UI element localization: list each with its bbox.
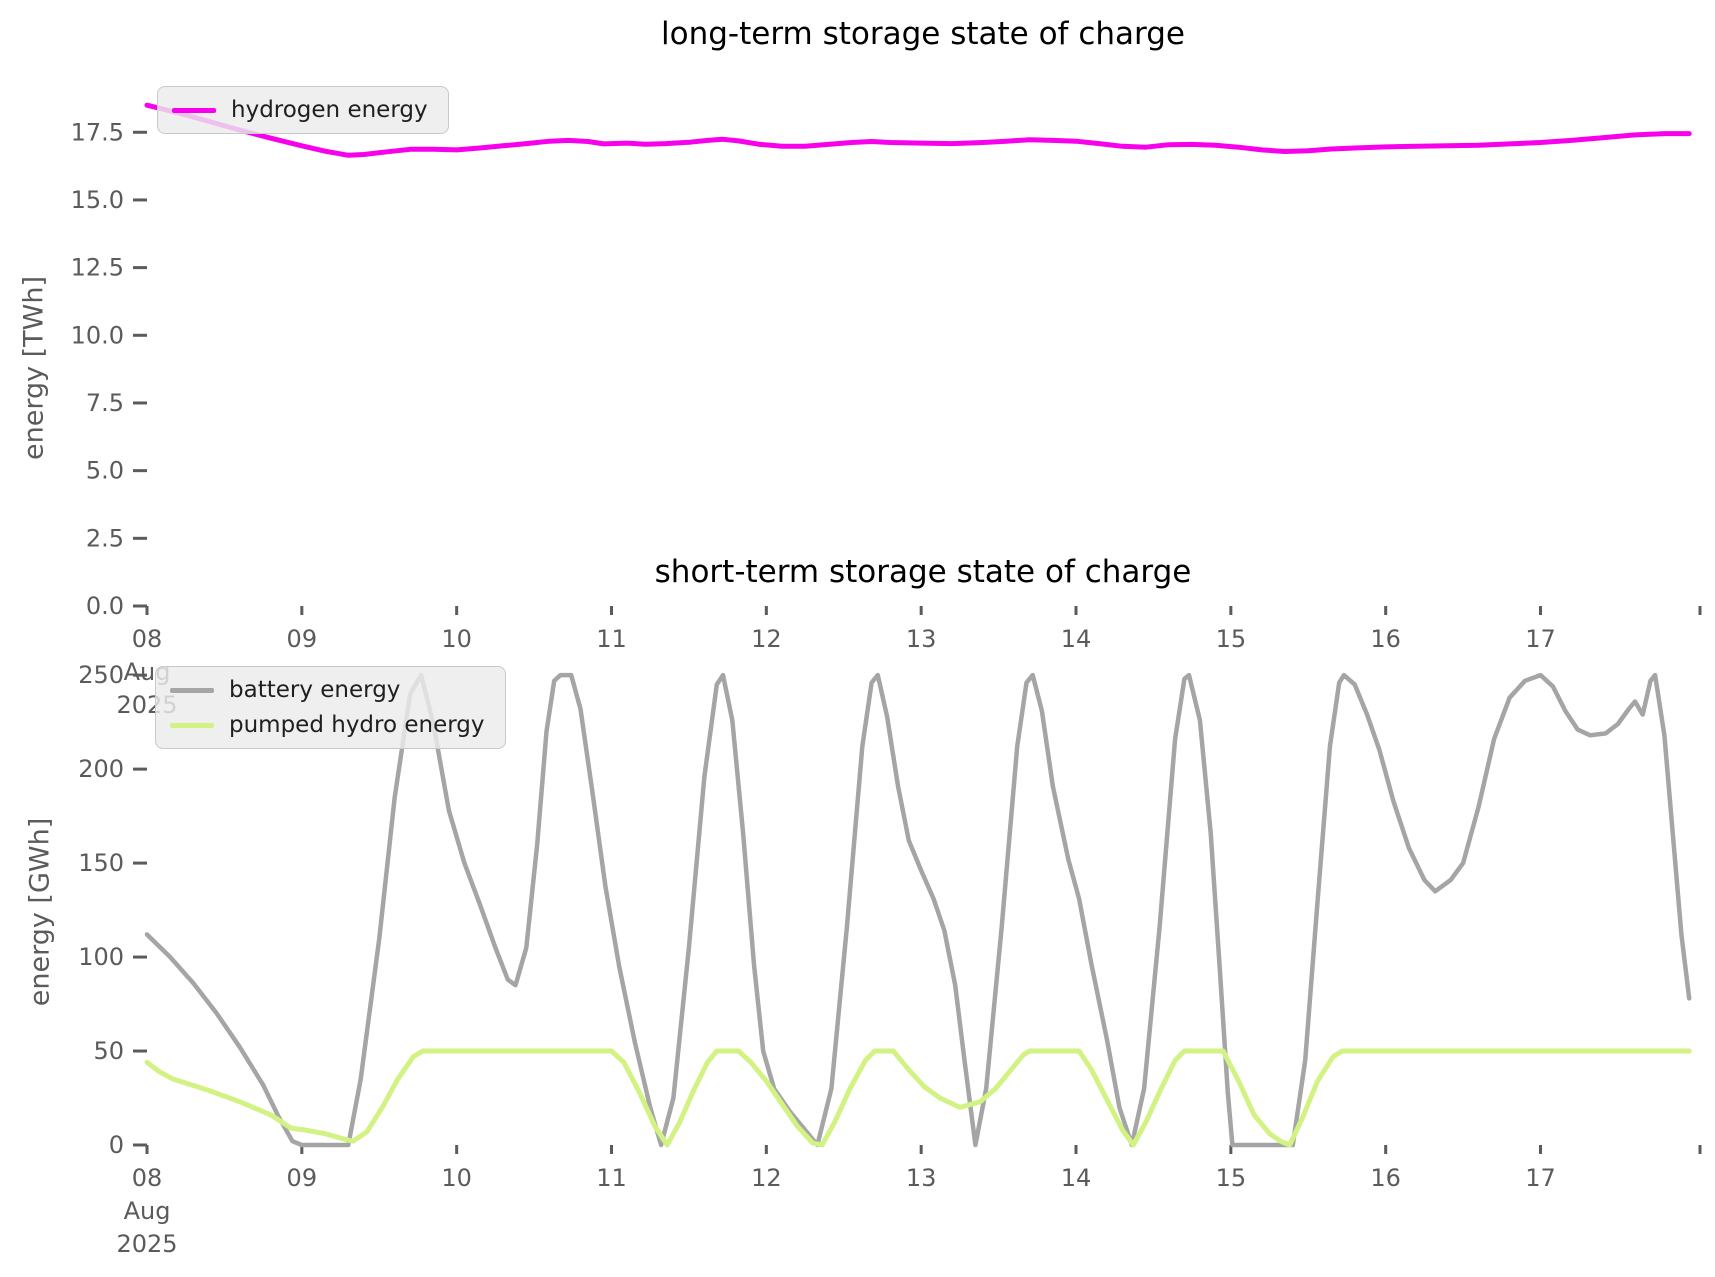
- y-tick-label: 10.0: [71, 321, 124, 349]
- y-tick-label: 0: [109, 1131, 124, 1159]
- x-tick-sublabel: Aug: [124, 1197, 171, 1225]
- x-tick-label: 08: [132, 1164, 163, 1192]
- x-tick-label: 13: [906, 625, 937, 653]
- x-tick-label: 10: [441, 625, 472, 653]
- y-tick-label: 15.0: [71, 186, 124, 214]
- legend-item-pumped-hydro-energy: pumped hydro energy: [170, 712, 485, 738]
- x-tick-label: 14: [1061, 1164, 1092, 1192]
- y-tick-label: 200: [78, 755, 124, 783]
- y-tick-label: 17.5: [71, 118, 124, 146]
- legend-item-hydrogen-energy: hydrogen energy: [172, 97, 428, 123]
- x-tick-label: 11: [596, 625, 627, 653]
- legend-label-pumped-hydro-energy: pumped hydro energy: [229, 712, 485, 738]
- x-tick-label: 14: [1061, 625, 1092, 653]
- legend-item-battery-energy: battery energy: [170, 677, 485, 703]
- x-tick-label: 08: [132, 625, 163, 653]
- y-tick-label: 0.0: [86, 592, 124, 620]
- short-term-legend: battery energy pumped hydro energy: [155, 666, 506, 749]
- x-tick-label: 12: [751, 625, 782, 653]
- long-term-legend: hydrogen energy: [157, 86, 449, 134]
- y-tick-label: 150: [78, 849, 124, 877]
- y-tick-label: 12.5: [71, 254, 124, 282]
- x-tick-label: 16: [1370, 625, 1401, 653]
- series-line-pumped-hydro-energy: [144, 1048, 1692, 1148]
- long-term-chart-title: long-term storage state of charge: [661, 16, 1185, 52]
- y-tick-label: 250: [78, 661, 124, 689]
- pumped-hydro-energy-line-swatch: [170, 722, 214, 728]
- x-tick-sublabel: 2025: [116, 1230, 177, 1258]
- x-tick-label: 10: [441, 1164, 472, 1192]
- hydrogen-energy-line-swatch: [172, 107, 216, 113]
- x-tick-label: 13: [906, 1164, 937, 1192]
- y-tick-label: 100: [78, 943, 124, 971]
- battery-energy-line-swatch: [170, 687, 214, 693]
- y-tick-label: 7.5: [86, 389, 124, 417]
- y-tick-label: 50: [93, 1037, 124, 1065]
- x-tick-label: 11: [596, 1164, 627, 1192]
- x-tick-label: 17: [1525, 1164, 1556, 1192]
- x-tick-label: 15: [1216, 625, 1247, 653]
- legend-label-hydrogen-energy: hydrogen energy: [231, 97, 428, 123]
- short-term-y-axis-label: energy [GWh]: [24, 817, 56, 1007]
- x-tick-label: 17: [1525, 625, 1556, 653]
- legend-label-battery-energy: battery energy: [229, 677, 401, 703]
- short-term-chart-title: short-term storage state of charge: [654, 554, 1192, 590]
- long-term-y-axis-label: energy [TWh]: [18, 275, 50, 461]
- x-tick-label: 09: [287, 1164, 318, 1192]
- x-tick-label: 16: [1370, 1164, 1401, 1192]
- x-tick-label: 09: [287, 625, 318, 653]
- y-tick-label: 2.5: [86, 524, 124, 552]
- x-tick-label: 15: [1216, 1164, 1247, 1192]
- y-tick-label: 5.0: [86, 457, 124, 485]
- x-tick-label: 12: [751, 1164, 782, 1192]
